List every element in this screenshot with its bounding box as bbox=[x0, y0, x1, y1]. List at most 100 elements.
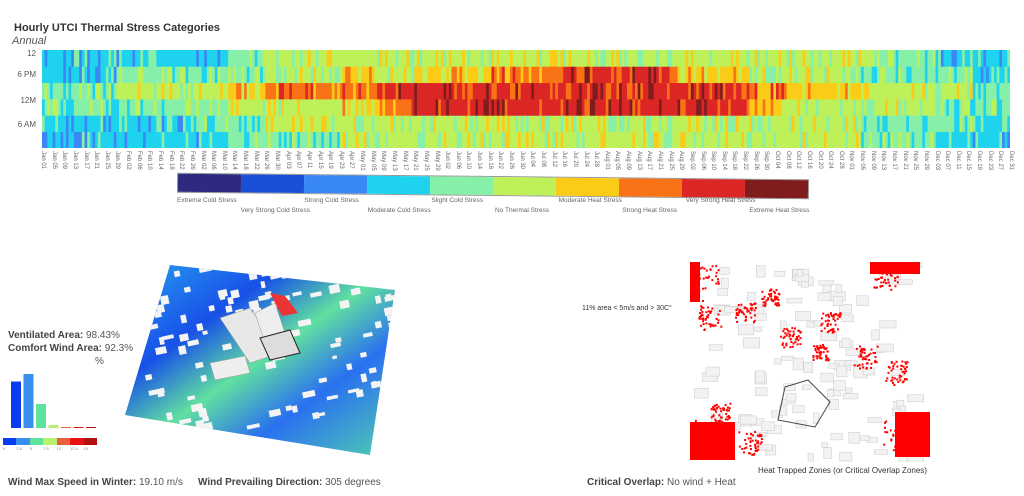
heat-point bbox=[754, 443, 757, 446]
heatmap-cell bbox=[313, 99, 317, 116]
heatmap-cell bbox=[895, 99, 899, 116]
heatmap-cell bbox=[119, 115, 123, 133]
heat-point bbox=[720, 416, 723, 419]
heatmap-cell bbox=[924, 82, 928, 100]
heatmap-cell bbox=[488, 66, 492, 84]
heatmap-cell bbox=[225, 66, 229, 84]
heatmap-cell bbox=[422, 99, 426, 116]
heatmap-cell bbox=[589, 50, 593, 67]
heatmap-cell bbox=[898, 50, 902, 67]
heatmap-cell bbox=[621, 50, 625, 67]
heatmap-cell bbox=[81, 115, 85, 133]
heatmap-cell bbox=[815, 131, 819, 148]
heatmap-cell bbox=[736, 50, 740, 67]
heatmap-cell bbox=[983, 115, 987, 133]
heatmap-cell bbox=[775, 115, 780, 133]
heatmap-cell bbox=[321, 131, 325, 148]
heat-point bbox=[862, 366, 865, 369]
heatmap-cell bbox=[185, 50, 189, 67]
x-tick: Feb 26 bbox=[188, 151, 195, 170]
heatmap-cell bbox=[746, 82, 750, 100]
heatmap-cell bbox=[613, 82, 617, 100]
heatmap-cell bbox=[422, 66, 426, 84]
heatmap-cell bbox=[980, 50, 984, 67]
heat-point bbox=[774, 291, 776, 294]
heat-point bbox=[758, 435, 761, 438]
heatmap-cell bbox=[132, 66, 136, 84]
building bbox=[360, 373, 368, 383]
heat-point bbox=[753, 302, 756, 305]
heatmap-cell bbox=[874, 50, 878, 67]
x-tick: Oct 04 bbox=[773, 151, 780, 169]
heatmap-cell bbox=[541, 66, 546, 84]
heatmap-cell bbox=[900, 50, 905, 67]
heatmap-cell bbox=[693, 99, 697, 116]
heatmap-cell bbox=[560, 99, 564, 116]
heatmap-cell bbox=[230, 50, 234, 67]
heat-point bbox=[714, 324, 717, 327]
ventilated-area-label: Ventilated Area: bbox=[8, 330, 84, 341]
heatmap-cell bbox=[143, 115, 147, 133]
heatmap-cell bbox=[339, 99, 343, 116]
comfort-wind-area-value: 92.3% bbox=[104, 343, 134, 354]
heatmap-cell bbox=[132, 50, 136, 67]
heatmap-cell bbox=[685, 99, 689, 116]
heatmap-cell bbox=[603, 99, 607, 116]
heatmap-cell bbox=[603, 82, 607, 100]
heatmap-cell bbox=[337, 99, 341, 116]
heatmap-cell bbox=[76, 82, 80, 100]
heatmap-cell bbox=[999, 115, 1003, 133]
heatmap-cell bbox=[653, 115, 657, 133]
heatmap-cell bbox=[164, 50, 168, 67]
heatmap-cell bbox=[329, 99, 333, 116]
heatmap-cell bbox=[799, 99, 803, 116]
heatmap-cell bbox=[244, 82, 248, 100]
heatmap-cell bbox=[339, 82, 343, 100]
building bbox=[830, 432, 843, 441]
heatmap-cell bbox=[911, 131, 915, 148]
heatmap-cell bbox=[395, 50, 399, 67]
legend-swatch bbox=[555, 177, 620, 197]
heatmap-cell bbox=[44, 99, 48, 116]
heatmap-cell bbox=[629, 115, 633, 133]
building bbox=[721, 277, 729, 289]
heatmap-cell bbox=[196, 50, 200, 67]
heat-point bbox=[710, 416, 713, 419]
heatmap-cell bbox=[401, 50, 405, 67]
heat-point bbox=[887, 371, 890, 374]
heatmap-cell bbox=[246, 50, 250, 67]
x-tick: Mar 30 bbox=[274, 151, 281, 170]
heatmap-cell bbox=[536, 99, 540, 116]
heat-point bbox=[884, 431, 887, 434]
heatmap-cell bbox=[706, 115, 710, 133]
heatmap-cell bbox=[268, 99, 272, 116]
heatmap-cell bbox=[438, 131, 442, 148]
heatmap-cell bbox=[568, 131, 572, 148]
heatmap-cell bbox=[996, 131, 1000, 148]
heatmap-cell bbox=[294, 66, 298, 84]
legend-label: Moderate Heat Stress bbox=[558, 197, 622, 204]
heatmap-cell bbox=[810, 99, 814, 116]
heat-point bbox=[865, 367, 868, 370]
heatmap-cell bbox=[342, 115, 346, 133]
heatmap-cell bbox=[1002, 66, 1006, 84]
x-tick: Jun 06 bbox=[454, 151, 461, 170]
heatmap-cell bbox=[342, 99, 346, 116]
heatmap-cell bbox=[988, 131, 992, 148]
heatmap-cell bbox=[573, 131, 577, 148]
heatmap-cell bbox=[486, 50, 490, 67]
heatmap-cell bbox=[411, 82, 415, 100]
heat-point bbox=[818, 351, 821, 354]
heatmap-cell bbox=[922, 131, 926, 148]
heatmap-cell bbox=[616, 115, 620, 133]
heatmap-cell bbox=[951, 99, 955, 116]
heatmap-cell bbox=[677, 115, 681, 133]
heatmap-cell bbox=[151, 131, 155, 148]
heatmap-cell bbox=[730, 66, 734, 84]
heatmap-cell bbox=[159, 131, 163, 148]
heat-point bbox=[814, 349, 817, 352]
heatmap-cell bbox=[674, 66, 678, 84]
heat-point bbox=[748, 452, 751, 455]
heatmap-cell bbox=[403, 50, 407, 67]
heatmap-subtitle: Annual bbox=[12, 35, 47, 47]
